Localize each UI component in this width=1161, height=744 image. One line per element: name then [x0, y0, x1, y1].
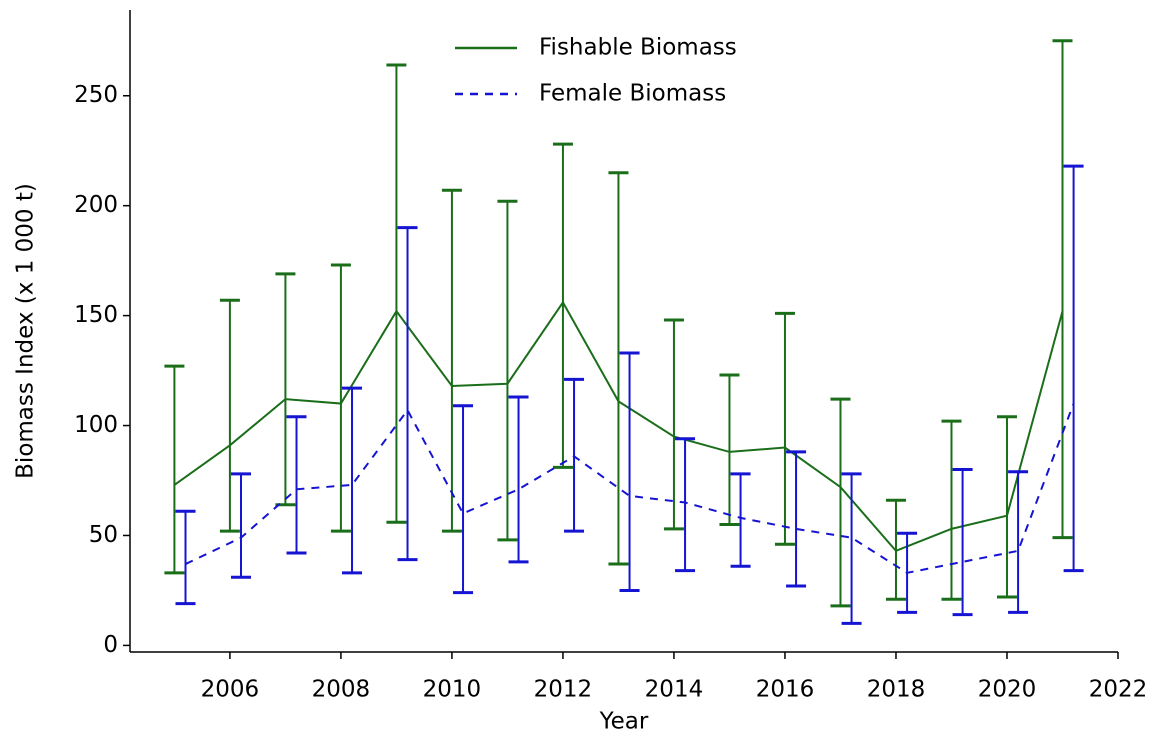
y-tick-label: 250 — [74, 82, 118, 108]
x-tick-label: 2018 — [867, 677, 926, 703]
legend-label: Female Biomass — [539, 81, 726, 107]
x-tick-label: 2014 — [645, 677, 704, 703]
y-tick-label: 50 — [89, 522, 118, 548]
x-tick-label: 2012 — [534, 677, 593, 703]
x-tick-label: 2010 — [423, 677, 482, 703]
series-line — [173, 300, 1064, 553]
x-tick-label: 2006 — [201, 677, 260, 703]
x-tick-label: 2022 — [1089, 677, 1148, 703]
y-tick-label: 100 — [74, 412, 118, 438]
x-tick-label: 2020 — [978, 677, 1037, 703]
x-tick-label: 2016 — [756, 677, 815, 703]
y-tick-label: 150 — [74, 302, 118, 328]
x-tick-label: 2008 — [312, 677, 371, 703]
series-line — [185, 403, 1075, 574]
y-tick-label: 200 — [74, 192, 118, 218]
legend-label: Fishable Biomass — [539, 35, 737, 61]
y-tick-label: 0 — [103, 632, 118, 658]
y-axis-label: Biomass Index (x 1 000 t) — [13, 183, 39, 479]
x-axis-label: Year — [599, 709, 649, 735]
